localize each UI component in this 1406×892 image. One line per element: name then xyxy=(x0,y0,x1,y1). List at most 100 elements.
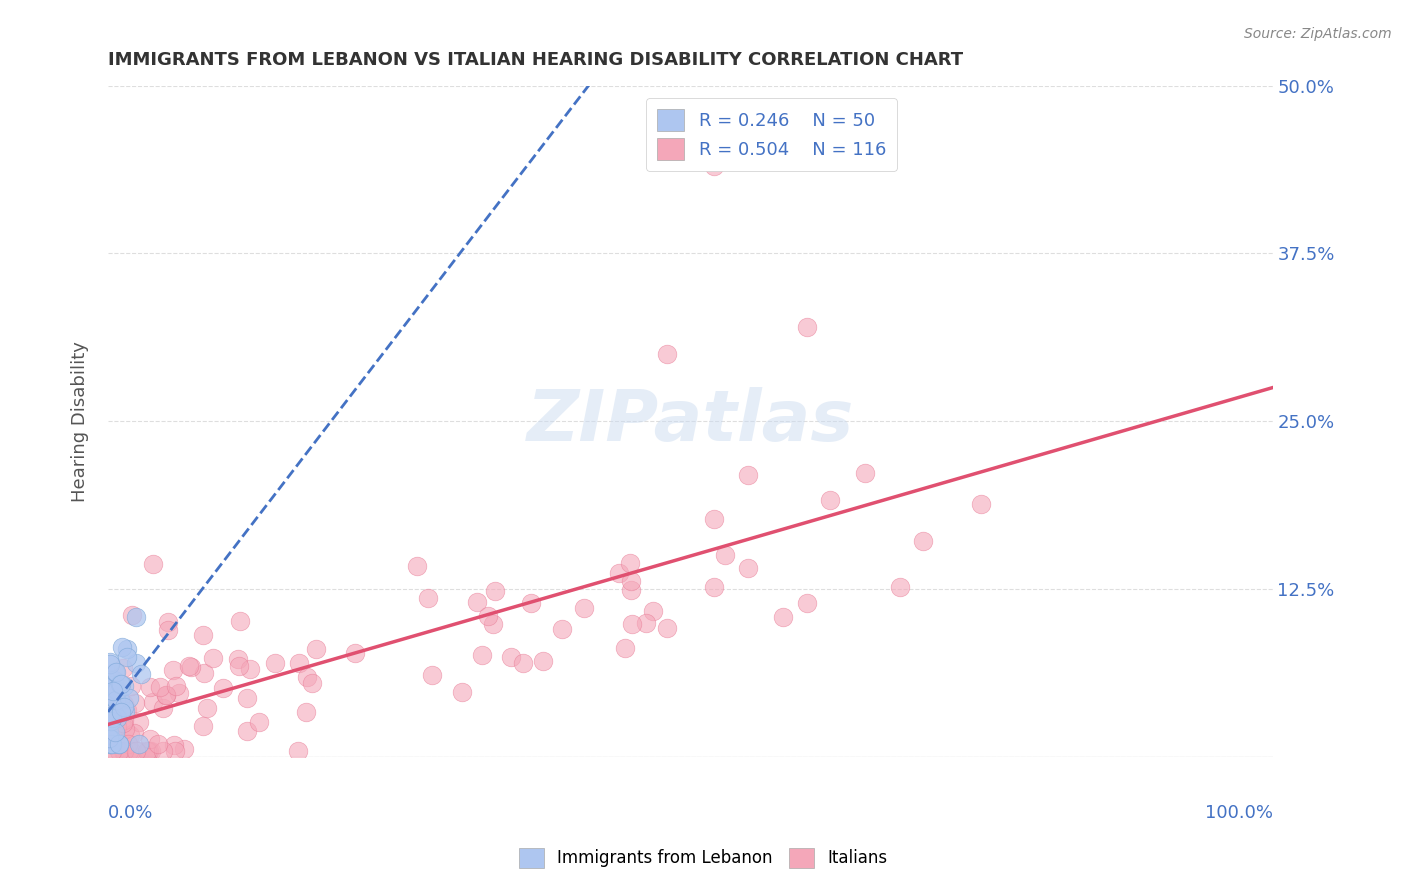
Point xyxy=(247,714,270,729)
Point xyxy=(655,621,678,635)
Point xyxy=(420,667,443,681)
Point xyxy=(117,737,139,751)
Point xyxy=(191,719,214,733)
Point xyxy=(501,649,523,664)
Point xyxy=(655,347,678,361)
Point xyxy=(128,737,150,751)
Point xyxy=(163,738,186,752)
Point xyxy=(818,493,841,508)
Point xyxy=(471,648,494,662)
Point xyxy=(165,679,187,693)
Point xyxy=(226,651,249,665)
Point xyxy=(287,744,309,758)
Point xyxy=(619,583,641,598)
Point xyxy=(344,646,367,660)
Point xyxy=(110,677,132,691)
Point xyxy=(103,690,125,704)
Point xyxy=(136,744,159,758)
Point xyxy=(97,724,120,739)
Point xyxy=(103,699,125,714)
Point xyxy=(111,640,134,654)
Point xyxy=(100,714,122,729)
Point xyxy=(112,713,135,727)
Point xyxy=(146,737,169,751)
Point xyxy=(142,557,165,571)
Point xyxy=(180,660,202,674)
Point xyxy=(98,709,121,723)
Point xyxy=(98,675,121,690)
Point xyxy=(97,731,120,745)
Point xyxy=(108,737,131,751)
Point xyxy=(236,723,259,738)
Point xyxy=(104,665,127,679)
Point xyxy=(229,614,252,628)
Text: 100.0%: 100.0% xyxy=(1205,805,1272,822)
Point xyxy=(97,710,120,724)
Point xyxy=(406,558,429,573)
Point xyxy=(263,656,285,670)
Point xyxy=(98,686,121,700)
Point xyxy=(149,680,172,694)
Point xyxy=(152,744,174,758)
Point xyxy=(295,705,318,719)
Point xyxy=(636,615,658,630)
Point xyxy=(139,744,162,758)
Point xyxy=(157,615,180,629)
Point xyxy=(305,642,328,657)
Point xyxy=(100,736,122,750)
Point xyxy=(118,744,141,758)
Point xyxy=(118,690,141,705)
Point xyxy=(108,677,131,691)
Point xyxy=(129,666,152,681)
Point xyxy=(157,623,180,637)
Point xyxy=(167,686,190,700)
Point xyxy=(121,607,143,622)
Point xyxy=(162,664,184,678)
Point xyxy=(105,711,128,725)
Point xyxy=(211,681,233,695)
Point xyxy=(98,737,121,751)
Point xyxy=(484,583,506,598)
Point xyxy=(173,742,195,756)
Point xyxy=(104,744,127,758)
Point xyxy=(703,580,725,594)
Legend: R = 0.246    N = 50, R = 0.504    N = 116: R = 0.246 N = 50, R = 0.504 N = 116 xyxy=(647,98,897,171)
Point xyxy=(105,706,128,720)
Point xyxy=(165,744,187,758)
Point xyxy=(98,657,121,672)
Text: ZIPatlas: ZIPatlas xyxy=(527,387,853,456)
Point xyxy=(551,622,574,636)
Point xyxy=(108,694,131,708)
Point xyxy=(228,659,250,673)
Point xyxy=(105,682,128,697)
Point xyxy=(115,642,138,657)
Point xyxy=(297,670,319,684)
Point xyxy=(772,610,794,624)
Point xyxy=(103,673,125,687)
Point xyxy=(101,711,124,725)
Point xyxy=(100,715,122,730)
Point xyxy=(98,672,121,686)
Point xyxy=(703,511,725,525)
Point xyxy=(101,678,124,692)
Point xyxy=(195,701,218,715)
Point xyxy=(531,654,554,668)
Text: IMMIGRANTS FROM LEBANON VS ITALIAN HEARING DISABILITY CORRELATION CHART: IMMIGRANTS FROM LEBANON VS ITALIAN HEARI… xyxy=(108,51,963,69)
Point xyxy=(481,617,503,632)
Point xyxy=(114,704,136,718)
Point xyxy=(193,666,215,681)
Point xyxy=(970,496,993,510)
Point xyxy=(124,726,146,740)
Point xyxy=(796,320,818,334)
Point xyxy=(103,683,125,698)
Point xyxy=(98,714,121,728)
Point xyxy=(465,595,488,609)
Point xyxy=(124,696,146,710)
Point xyxy=(620,574,643,589)
Point xyxy=(889,580,911,594)
Point xyxy=(125,656,148,670)
Point xyxy=(619,556,641,570)
Point xyxy=(105,683,128,698)
Point xyxy=(98,656,121,670)
Point xyxy=(142,695,165,709)
